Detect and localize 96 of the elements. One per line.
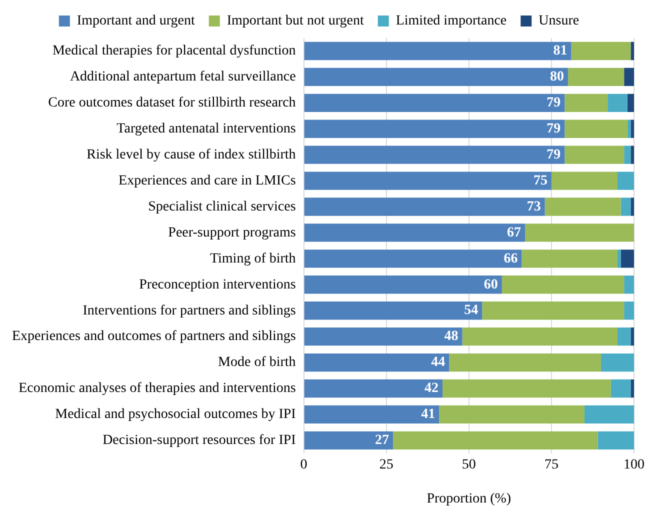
data-label: 73 <box>526 199 541 214</box>
bar <box>304 302 482 320</box>
bar <box>630 120 634 138</box>
bar <box>627 94 634 112</box>
data-label: 60 <box>484 277 498 292</box>
bar <box>304 94 565 112</box>
y-tick-label: Interventions for partners and siblings <box>82 303 296 318</box>
bar <box>462 327 618 346</box>
y-tick-label: Additional antepartum fetal surveillance <box>70 70 296 85</box>
bar <box>522 250 618 268</box>
bar <box>304 250 522 268</box>
legend-label: Important but not urgent <box>226 14 364 29</box>
data-label: 66 <box>504 251 518 266</box>
data-label: 41 <box>421 407 436 422</box>
y-tick-label: Preconception interventions <box>139 277 296 292</box>
bar <box>568 68 624 86</box>
bar <box>598 431 634 450</box>
bar <box>627 120 631 138</box>
data-label: 79 <box>546 96 561 111</box>
bar <box>502 276 624 294</box>
bar <box>439 405 584 424</box>
data-label: 67 <box>507 225 522 240</box>
bar <box>482 302 624 320</box>
bar <box>624 302 634 320</box>
bar <box>617 250 621 268</box>
bar <box>617 327 631 346</box>
bar <box>624 68 634 86</box>
bar <box>304 405 440 424</box>
y-tick-label: Medical and psychosocial outcomes by IPI <box>55 407 296 422</box>
bar <box>304 146 565 164</box>
bar <box>304 276 502 294</box>
x-tick-label: 25 <box>379 457 394 472</box>
legend-label: Unsure <box>538 14 580 29</box>
legend-label: Important and urgent <box>76 14 195 29</box>
bar <box>624 146 631 164</box>
y-tick-label: Peer-support programs <box>168 225 296 240</box>
bar <box>608 94 628 112</box>
data-label: 79 <box>546 147 561 162</box>
bar <box>392 431 598 450</box>
bar <box>304 198 545 216</box>
y-tick-label: Decision-support resources for IPI <box>102 433 296 448</box>
y-tick-label: Specialist clinical services <box>148 199 296 214</box>
y-tick-label: Mode of birth <box>218 355 296 370</box>
legend-label: Limited importance <box>396 14 507 29</box>
bar <box>564 146 624 164</box>
bar <box>630 198 634 216</box>
x-tick-label: 0 <box>300 457 308 472</box>
bar <box>620 198 631 216</box>
bar <box>304 353 450 372</box>
bar <box>551 172 618 190</box>
bar <box>544 198 621 216</box>
bar <box>449 353 601 372</box>
data-label: 81 <box>553 44 568 59</box>
data-label: 44 <box>431 355 446 370</box>
bar <box>304 172 552 190</box>
y-tick-label: Targeted antenatal interventions <box>116 122 296 137</box>
bar <box>610 379 631 398</box>
bar <box>304 431 393 450</box>
bar <box>584 405 634 424</box>
bar <box>617 172 634 190</box>
y-tick-label: Risk level by cause of index stillbirth <box>86 148 296 163</box>
y-tick-label: Medical therapies for placental dysfunction <box>52 44 296 59</box>
data-label: 75 <box>533 173 548 188</box>
bar <box>304 120 565 138</box>
bar <box>630 146 634 164</box>
y-tick-label: Experiences and outcomes of partners and siblings <box>12 329 296 344</box>
y-tick-label: Timing of birth <box>210 251 296 266</box>
x-axis-title: Proportion (%) <box>426 491 512 506</box>
bar <box>630 327 634 346</box>
x-tick-label: 100 <box>624 457 644 472</box>
data-label: 27 <box>374 433 389 448</box>
bar <box>620 250 634 268</box>
data-label: 54 <box>464 303 478 318</box>
bar <box>304 327 462 346</box>
data-label: 79 <box>546 121 561 136</box>
bar <box>525 224 634 242</box>
y-tick-label: Experiences and care in LMICs <box>118 173 296 188</box>
bar <box>564 120 628 138</box>
bar <box>630 379 634 398</box>
data-label: 80 <box>550 70 564 85</box>
data-label: 42 <box>424 381 438 396</box>
bar <box>600 353 634 372</box>
bar <box>624 276 634 294</box>
bar <box>630 42 634 60</box>
bar <box>304 68 568 86</box>
data-label: 48 <box>444 329 458 344</box>
x-tick-label: 50 <box>462 457 476 472</box>
bar <box>304 224 526 242</box>
bar <box>304 42 572 60</box>
x-tick-label: 75 <box>544 457 558 472</box>
y-tick-label: Economic analyses of therapies and interventions <box>18 381 296 396</box>
y-tick-label: Core outcomes dataset for stillbirth research <box>48 96 296 111</box>
bar <box>571 42 631 60</box>
bar <box>442 379 611 398</box>
bar <box>564 94 608 112</box>
bar <box>304 379 442 398</box>
